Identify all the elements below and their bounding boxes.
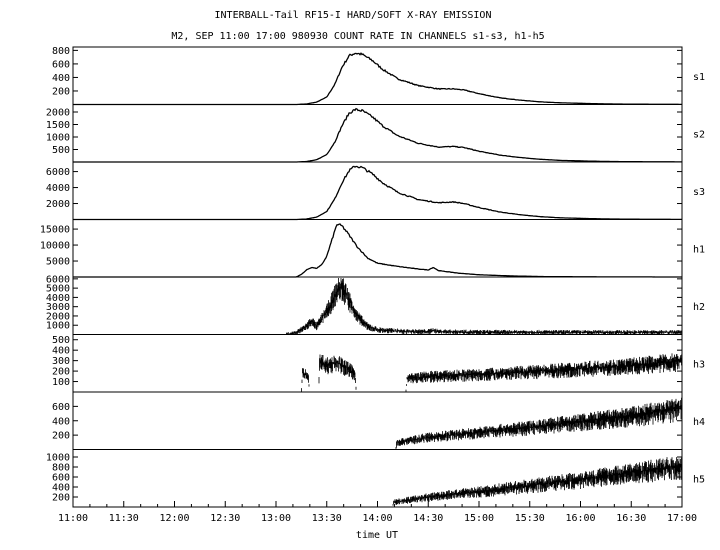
panel-label-s2: s2 (693, 129, 705, 140)
y-tick-label: 2000 (46, 108, 70, 119)
panel-frame-h1 (72, 219, 683, 278)
y-tick-label: 300 (52, 356, 70, 367)
series-band-h4 (395, 397, 683, 450)
x-tick-label: 16:30 (616, 513, 646, 524)
series-line-s1 (73, 52, 682, 106)
y-tick-label: 6000 (46, 274, 70, 285)
panels-group: 200400600800s1500100015002000s2200040006… (40, 46, 705, 508)
x-tick-label: 15:30 (515, 513, 545, 524)
y-tick-label: 600 (52, 59, 70, 70)
y-tick-label: 600 (52, 402, 70, 413)
y-tick-label: 200 (52, 493, 70, 504)
x-tick-label: 15:00 (464, 513, 494, 524)
panel-label-h5: h5 (693, 474, 705, 485)
chart-subtitle: M2, SEP 11:00 17:00 980930 COUNT RATE IN… (171, 31, 544, 42)
y-tick-label: 4000 (46, 293, 70, 304)
y-tick-label: 1000 (46, 321, 70, 332)
y-tick-label: 5000 (46, 257, 70, 268)
panel-label-h4: h4 (693, 417, 705, 428)
y-tick-label: 6000 (46, 167, 70, 178)
panel-frame-s1 (72, 46, 683, 105)
x-tick-label: 13:30 (312, 513, 342, 524)
panel-h4: 200 400 600 h4 (52, 391, 705, 450)
y-tick-label: 200 (52, 367, 70, 378)
panel-h1: 5000 10000 15000 h1 (40, 219, 705, 278)
y-tick-label: 400 (52, 73, 70, 84)
panel-frame-h2 (72, 276, 683, 335)
x-tick-label: 13:00 (261, 513, 291, 524)
x-tick-label: 14:30 (413, 513, 443, 524)
y-tick-label: 10000 (40, 241, 70, 252)
y-tick-label: 1000 (46, 133, 70, 144)
y-tick-label: 600 (52, 473, 70, 484)
series-band-h5 (392, 457, 683, 506)
panel-label-h3: h3 (693, 359, 705, 370)
y-tick-label: 15000 (40, 225, 70, 236)
series-band-h3 (301, 353, 683, 392)
y-tick-label: 1000 (46, 453, 70, 464)
x-axis: 11:00 11:30 12:00 12:30 13:00 13:30 14:00 14:30… (58, 501, 697, 524)
panel-frame-h3 (72, 334, 683, 393)
panel-s1: 200 400 600 800 s1 (52, 46, 705, 106)
y-tick-label: 3000 (46, 302, 70, 313)
x-tick-label: 16:00 (565, 513, 595, 524)
y-tick-label: 500 (52, 335, 70, 346)
y-tick-label: 200 (52, 431, 70, 442)
y-tick-label: 5000 (46, 284, 70, 295)
panel-label-s3: s3 (693, 187, 705, 198)
x-tick-label: 12:00 (159, 513, 189, 524)
panel-frame-s2 (72, 104, 683, 163)
panel-label-h2: h2 (693, 302, 705, 313)
x-tick-label: 11:00 (58, 513, 88, 524)
series-line-s2 (73, 107, 682, 163)
x-axis-label: time UT (356, 530, 398, 541)
y-tick-label: 2000 (46, 311, 70, 322)
series-line-h1 (73, 223, 682, 278)
panel-label-h1: h1 (693, 244, 705, 255)
y-tick-label: 200 (52, 86, 70, 97)
y-tick-label: 800 (52, 463, 70, 474)
panel-s3: 2000 4000 6000 s3 (46, 161, 705, 221)
y-tick-label: 2000 (46, 199, 70, 210)
x-tick-label: 14:00 (362, 513, 392, 524)
series-band-h2 (286, 278, 683, 335)
y-tick-label: 4000 (46, 183, 70, 194)
y-tick-label: 1500 (46, 120, 70, 131)
series-line-s3 (73, 165, 682, 221)
panel-frame-s3 (72, 161, 683, 220)
x-tick-label: 12:30 (210, 513, 240, 524)
y-tick-label: 100 (52, 377, 70, 388)
y-tick-label: 400 (52, 483, 70, 494)
chart-title: INTERBALL-Tail RF15-I HARD/SOFT X-RAY EM… (215, 10, 492, 21)
y-tick-label: 400 (52, 346, 70, 357)
y-tick-label: 800 (52, 46, 70, 57)
x-tick-label: 11:30 (109, 513, 139, 524)
x-tick-label: 17:00 (667, 513, 697, 524)
y-tick-label: 500 (52, 145, 70, 156)
y-tick-label: 400 (52, 416, 70, 427)
panel-label-s1: s1 (693, 72, 705, 83)
